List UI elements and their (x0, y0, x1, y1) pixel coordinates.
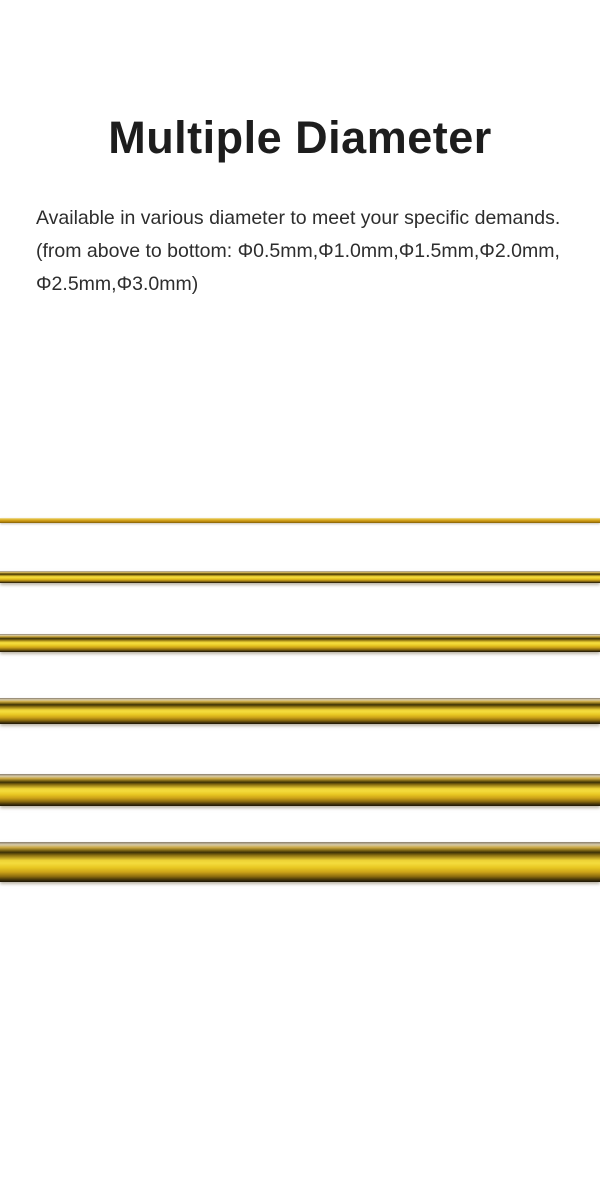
rod-photo-3.0mm (0, 842, 600, 882)
rod-photo-2.0mm (0, 698, 600, 724)
description-line-2: (from above to bottom: Φ0.5mm,Φ1.0mm,Φ1.… (36, 240, 560, 262)
rod-photo-0.5mm (0, 518, 600, 523)
description-paragraph: Available in various diameter to meet yo… (36, 202, 581, 301)
description-line-3: Φ2.5mm,Φ3.0mm) (36, 273, 199, 295)
rod-photo-1.0mm (0, 571, 600, 583)
description-line-1: Available in various diameter to meet yo… (36, 207, 561, 229)
rod-photo-1.5mm (0, 634, 600, 652)
rod-photo-2.5mm (0, 774, 600, 806)
section-title: Multiple Diameter (108, 112, 492, 163)
